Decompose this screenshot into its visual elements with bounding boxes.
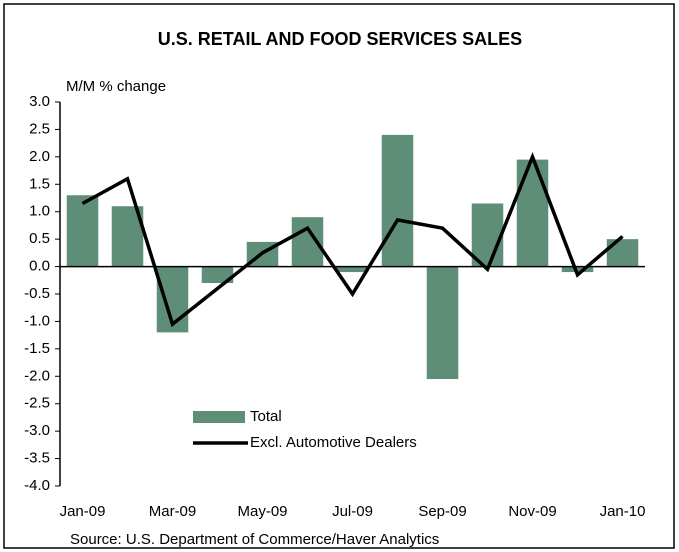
x-tick-label: May-09 [237,503,287,520]
x-tick-label: Jan-10 [600,503,646,520]
y-axis-label: M/M % change [66,78,166,95]
source: Source: U.S. Department of Commerce/Have… [70,531,439,548]
bar [201,266,234,284]
y-tick-label: 1.0 [29,203,50,220]
y-tick-label: -3.5 [24,450,50,467]
x-tick-label: Sep-09 [418,503,466,520]
x-tick-label: Mar-09 [149,503,197,520]
bar [471,203,504,267]
y-tick-label: 0.5 [29,230,50,247]
chart-title: U.S. RETAIL AND FOOD SERVICES SALES [158,29,522,49]
y-tick-label: 0.0 [29,258,50,275]
x-tick-label: Jul-09 [332,503,373,520]
bar [561,266,594,273]
x-tick-label: Nov-09 [508,503,556,520]
y-tick-label: -1.5 [24,340,50,357]
legend-swatch [193,411,245,423]
y-tick-label: -2.5 [24,395,50,412]
legend-label: Excl. Automotive Dealers [250,434,417,451]
y-tick-label: -0.5 [24,285,50,302]
bar [336,266,369,273]
x-tick-label: Jan-09 [60,503,106,520]
bar [606,239,639,267]
bar [516,159,549,267]
bar [381,134,414,267]
y-tick-label: -3.0 [24,422,50,439]
legend-label: Total [250,408,282,425]
y-tick-label: 2.0 [29,148,50,165]
bar [426,266,459,380]
y-tick-label: 3.0 [29,93,50,110]
y-tick-label: 2.5 [29,120,50,137]
bar [66,195,99,267]
y-tick-label: -1.0 [24,312,50,329]
y-tick-label: 1.5 [29,175,50,192]
y-tick-label: -4.0 [24,477,50,494]
y-tick-label: -2.0 [24,367,50,384]
line [81,152,624,328]
